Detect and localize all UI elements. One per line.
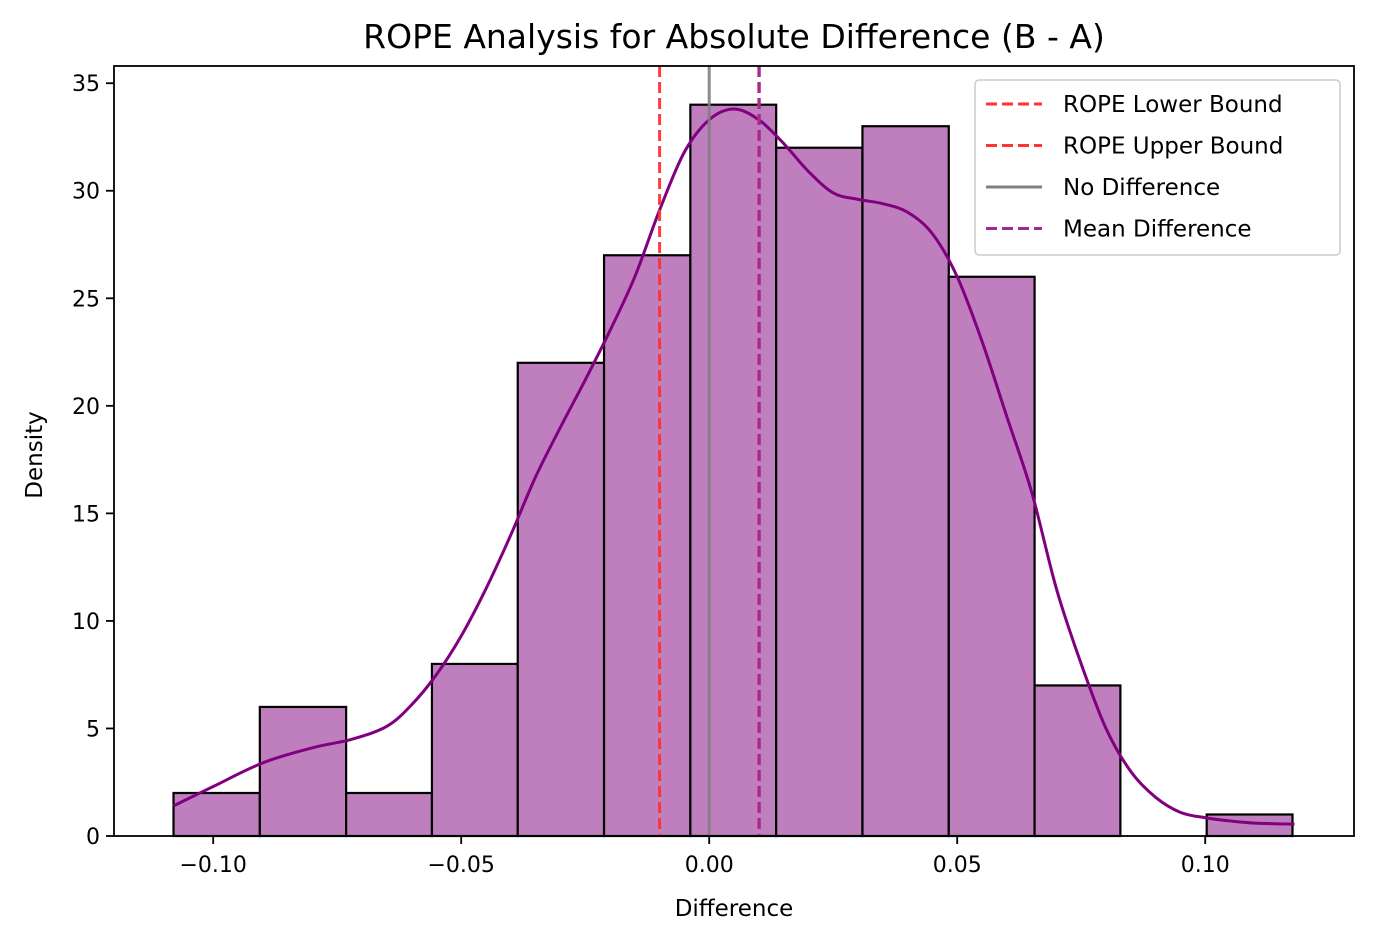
y-axis-label: Density	[22, 411, 48, 498]
x-tick-label: −0.05	[427, 853, 494, 878]
y-tick-label: 10	[72, 610, 100, 635]
x-tick-label: 0.10	[1181, 853, 1230, 878]
y-tick-label: 20	[72, 395, 100, 420]
histogram-bar-7	[775, 146, 864, 838]
legend-label: No Difference	[1063, 175, 1220, 201]
histogram-bar-4	[516, 361, 606, 838]
x-axis-ticks: −0.10 −0.05 0.00 0.05 0.10	[179, 836, 1230, 878]
legend-box	[974, 79, 1341, 256]
y-tick-label: 25	[72, 287, 100, 312]
y-axis-ticks: 0 5 10 15 20 25 30 35	[72, 72, 114, 850]
legend-label: ROPE Upper Bound	[1063, 134, 1283, 160]
histogram-bar-5	[602, 254, 692, 838]
histogram-bars	[172, 103, 1294, 838]
x-axis-label: Difference	[675, 896, 794, 922]
y-tick-label: 5	[86, 717, 100, 742]
y-tick-label: 30	[72, 180, 100, 205]
legend-label: Mean Difference	[1063, 217, 1252, 243]
chart-title: ROPE Analysis for Absolute Difference (B…	[363, 17, 1105, 56]
histogram-bar-3	[430, 662, 519, 838]
histogram-bar-1	[258, 705, 348, 838]
histogram-bar-2	[345, 791, 434, 838]
y-tick-label: 0	[86, 825, 100, 850]
x-tick-label: 0.05	[933, 853, 982, 878]
kde-curve-layer	[172, 107, 1295, 826]
histogram-bar-6	[689, 103, 778, 838]
histogram-bar-9	[947, 275, 1036, 838]
kde-curve	[172, 107, 1295, 826]
legend-label: ROPE Lower Bound	[1063, 92, 1283, 118]
y-tick-label: 35	[72, 72, 100, 97]
x-tick-label: 0.00	[685, 853, 734, 878]
histogram-bar-10	[1033, 684, 1122, 838]
histogram-bar-8	[861, 125, 950, 838]
axes-frame	[113, 65, 1355, 837]
y-tick-label: 15	[72, 502, 100, 527]
reference-lines	[658, 66, 761, 836]
legend: ROPE Lower Bound ROPE Upper Bound No Diffe…	[974, 79, 1341, 256]
x-tick-label: −0.10	[179, 853, 246, 878]
